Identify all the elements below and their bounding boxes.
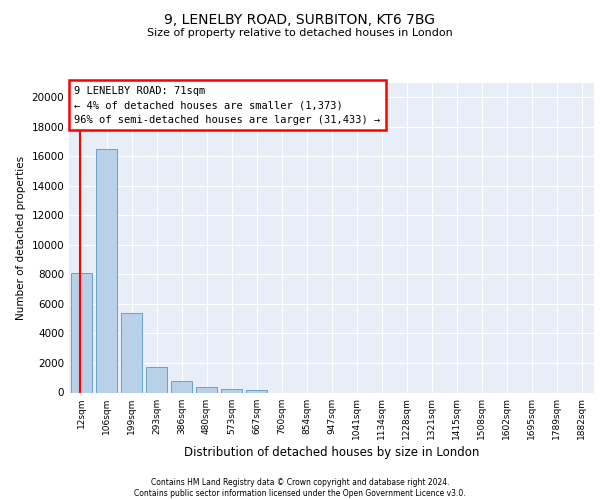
Bar [221, 389, 242, 392]
Text: 9 LENELBY ROAD: 71sqm
← 4% of detached houses are smaller (1,373)
96% of semi-de: 9 LENELBY ROAD: 71sqm ← 4% of detached h… [74, 86, 380, 125]
Bar [171, 380, 192, 392]
Text: Size of property relative to detached houses in London: Size of property relative to detached ho… [147, 28, 453, 38]
Bar [196, 388, 217, 392]
Text: 9, LENELBY ROAD, SURBITON, KT6 7BG: 9, LENELBY ROAD, SURBITON, KT6 7BG [164, 12, 436, 26]
Y-axis label: Number of detached properties: Number of detached properties [16, 156, 26, 320]
Text: Contains HM Land Registry data © Crown copyright and database right 2024.
Contai: Contains HM Land Registry data © Crown c… [134, 478, 466, 498]
Bar [246, 390, 267, 392]
Bar [121, 313, 142, 392]
Bar [71, 273, 92, 392]
Bar [96, 149, 117, 392]
Bar [146, 366, 167, 392]
X-axis label: Distribution of detached houses by size in London: Distribution of detached houses by size … [184, 446, 479, 460]
